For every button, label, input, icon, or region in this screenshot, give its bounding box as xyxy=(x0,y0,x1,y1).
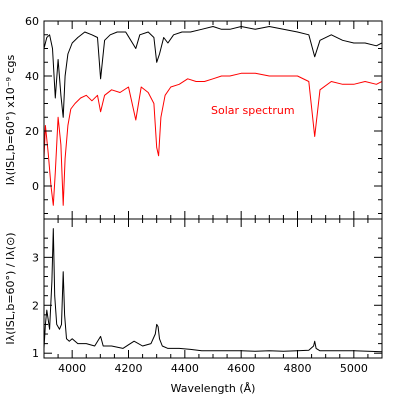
solar-spectrum-annotation: Solar spectrum xyxy=(211,104,295,117)
bottom-y-axis-label: Iλ(ISL,b=60°) / Iλ(⊙) xyxy=(4,232,17,344)
y-tick-label: 20 xyxy=(25,125,39,138)
x-tick-label: 4000 xyxy=(58,362,86,375)
x-tick-label: 4600 xyxy=(227,362,255,375)
y-tick-label: 2 xyxy=(32,299,39,312)
x-tick-label: 4200 xyxy=(115,362,143,375)
y-tick-label: 40 xyxy=(25,70,39,83)
x-tick-label: 5000 xyxy=(340,362,368,375)
x-tick-label: 4800 xyxy=(284,362,312,375)
series-line-0-0 xyxy=(44,26,382,118)
y-tick-label: 1 xyxy=(32,347,39,360)
y-tick-label: 0 xyxy=(32,180,39,193)
y-tick-label: 3 xyxy=(32,251,39,264)
top-y-axis-label: Iλ(ISL,b=60°) x10⁻⁹ cgs xyxy=(4,55,17,186)
x-axis-label: Wavelength (Å) xyxy=(171,382,256,395)
y-tick-label: 60 xyxy=(25,15,39,28)
x-tick-label: 4400 xyxy=(171,362,199,375)
series-line-0-1 xyxy=(44,72,382,206)
bottom-panel: 1 2 3 4000 4200 4400 4600 4800 5000 Wavelength (Å… xyxy=(4,218,383,395)
top-panel: 60 40 20 0 Solar spectrum Iλ(ISL,b=60°) x10⁻⁹… xyxy=(4,15,383,220)
series-line-1-0 xyxy=(44,228,382,353)
